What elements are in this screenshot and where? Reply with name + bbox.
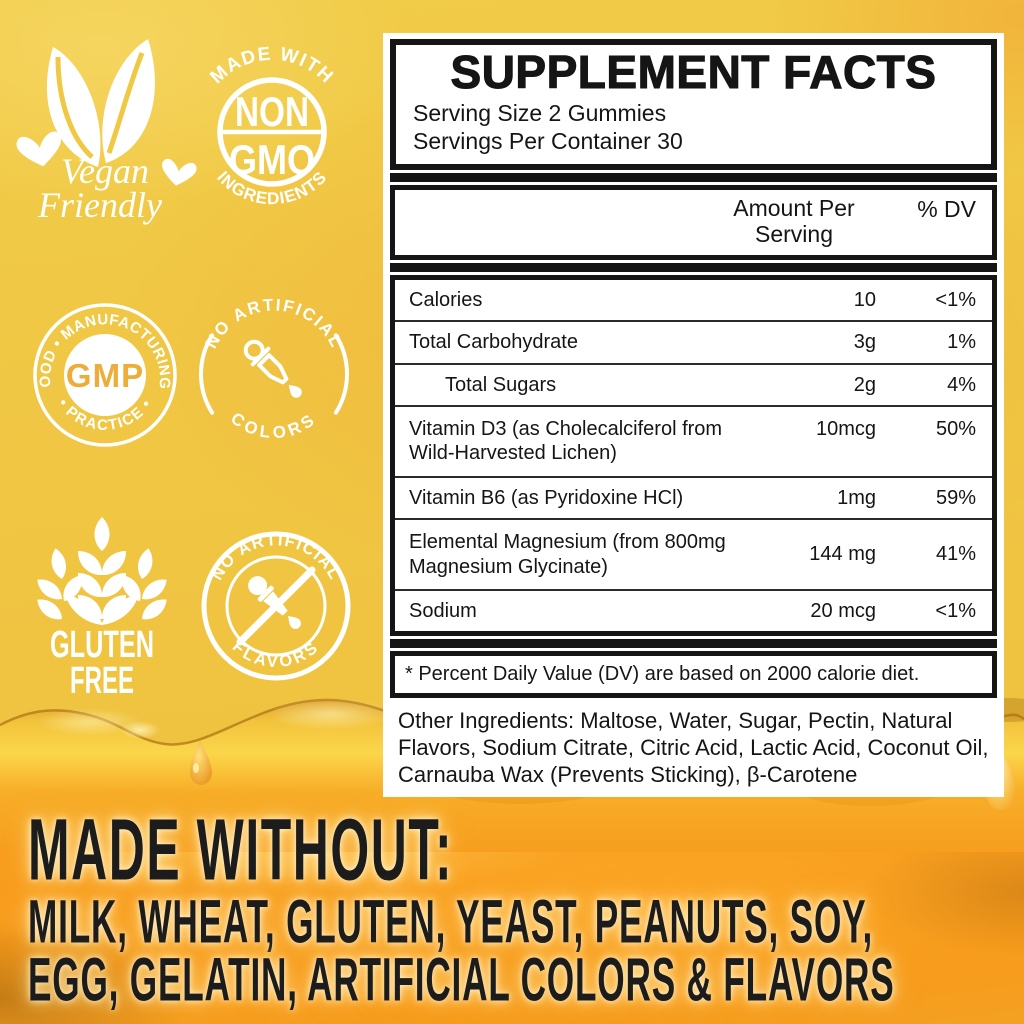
dv-footnote: * Percent Daily Value (DV) are based on … <box>405 663 920 686</box>
nutrient-dv: 4% <box>947 373 976 396</box>
sf-nutrient-table: Calories 10 <1% Total Carbohydrate 3g 1%… <box>390 274 997 637</box>
nutrient-name: Total Sugars <box>445 373 557 396</box>
nutrient-amount: 2g <box>853 373 876 396</box>
separator-bar <box>390 262 997 272</box>
nutrient-row: Calories 10 <1% <box>395 280 992 320</box>
vegan-label-line1: Vegan <box>61 151 149 191</box>
leaf-icon <box>46 39 155 167</box>
nutrient-name: Elemental Magnesium (from 800mg Magnesiu… <box>409 531 726 578</box>
nutrient-name: Vitamin B6 (as Pyridoxine HCl) <box>409 486 684 509</box>
nutrient-row: Vitamin B6 (as Pyridoxine HCl) 1mg 59% <box>395 475 992 518</box>
no-colors-arc-bottom: COLORS <box>227 409 316 443</box>
nutrient-amount: 1mg <box>837 486 876 509</box>
nutrient-row: Vitamin D3 (as Cholecalciferol from Wild… <box>395 405 992 476</box>
badge-vegan-friendly: Vegan Friendly <box>16 39 197 225</box>
made-without-title: MADE WITHOUT: <box>28 800 454 899</box>
nutrient-dv: 1% <box>947 331 976 354</box>
made-without-line1: MILK, WHEAT, GLUTEN, YEAST, PEANUTS, SOY… <box>28 887 874 957</box>
column-header-dv: % DV <box>917 195 976 222</box>
nutrient-amount: 144 mg <box>809 543 876 566</box>
slash-icon <box>236 566 316 646</box>
non-gmo-word-bottom: GMO <box>229 136 315 183</box>
nutrient-name: Sodium <box>409 600 477 623</box>
non-gmo-word-top: NON <box>235 88 309 135</box>
right-paren-arc <box>333 333 350 415</box>
badge-non-gmo: MADE WITH NON GMO INGREDIENTS <box>206 44 336 208</box>
nutrient-amount: 20 mcg <box>810 600 876 623</box>
sf-footnote-box: * Percent Daily Value (DV) are based on … <box>390 651 997 699</box>
nutrient-dv: 50% <box>935 418 976 441</box>
heart-icon <box>162 158 197 186</box>
serving-size: Serving Size 2 Gummies <box>413 99 667 126</box>
honey-drip <box>190 740 212 785</box>
badge-no-artificial-flavors: NO ARTIFICIAL FLAVORS <box>201 531 351 681</box>
nutrient-row: Elemental Magnesium (from 800mg Magnesiu… <box>395 518 992 589</box>
nutrient-dv: <1% <box>935 600 976 623</box>
nutrient-row: Total Carbohydrate 3g 1% <box>395 320 992 362</box>
dropper-icon <box>243 339 302 398</box>
nutrient-amount: 10mcg <box>815 418 876 441</box>
nutrient-dv: 59% <box>935 486 976 509</box>
nutrient-row: Total Sugars 2g 4% <box>395 362 992 405</box>
heart-icon <box>16 131 62 167</box>
flavors-outer-circle <box>201 531 351 681</box>
column-header-amount: Amount Per Serving <box>733 194 855 248</box>
nutrient-name: Total Carbohydrate <box>409 331 578 354</box>
honey-highlight <box>120 721 160 739</box>
sf-title: SUPPLEMENT FACTS <box>450 46 937 98</box>
made-without-line2: EGG, GELATIN, ARTIFICIAL COLORS & FLAVOR… <box>28 945 895 1015</box>
svg-text:COLORS: COLORS <box>227 409 320 443</box>
badge-no-artificial-colors: NO ARTIFICIAL COLORS <box>198 296 350 443</box>
nutrient-dv: 41% <box>935 543 976 566</box>
flavors-inner-circle <box>225 555 327 657</box>
honey-highlight <box>38 708 142 736</box>
sf-column-header-box: Amount Per Serving % DV <box>390 184 997 260</box>
left-paren-arc <box>198 333 215 415</box>
nutrient-name: Calories <box>409 288 483 311</box>
gmp-center-label: GMP <box>66 357 144 394</box>
other-ingredients: Other Ingredients: Maltose, Water, Sugar… <box>398 708 989 788</box>
nutrient-amount: 3g <box>853 331 876 354</box>
supplement-facts-panel: SUPPLEMENT FACTS Serving Size 2 Gummies … <box>383 33 1004 797</box>
nutrient-amount: 10 <box>853 288 876 311</box>
gluten-free-line1: GLUTEN <box>50 624 154 666</box>
honey-drip-highlight <box>193 763 199 773</box>
honey-highlight <box>268 698 392 730</box>
no-colors-arc-top: NO ARTIFICIAL <box>201 296 344 352</box>
servings-per-container: Servings Per Container 30 <box>413 128 683 155</box>
vegan-label-line2: Friendly <box>37 185 162 225</box>
nutrient-name: Vitamin D3 (as Cholecalciferol from Wild… <box>409 418 723 465</box>
badge-gmp: GOOD • MANUFACTURING • • PRACTICE • GMP <box>18 293 177 447</box>
separator-bar <box>390 172 997 182</box>
gmp-outer-circle <box>33 303 177 447</box>
nutrient-dv: <1% <box>935 288 976 311</box>
gmp-inner-disc <box>64 334 146 416</box>
nutrient-row: Sodium 20 mcg <1% <box>395 589 992 631</box>
sf-header-box: SUPPLEMENT FACTS Serving Size 2 Gummies … <box>390 39 997 170</box>
wheat-icon <box>37 517 167 625</box>
badge-gluten-free: GLUTEN FREE <box>37 517 167 697</box>
svg-text:NO ARTIFICIAL: NO ARTIFICIAL <box>201 296 346 352</box>
gluten-free-line2: FREE <box>70 660 134 697</box>
separator-bar <box>390 639 997 649</box>
